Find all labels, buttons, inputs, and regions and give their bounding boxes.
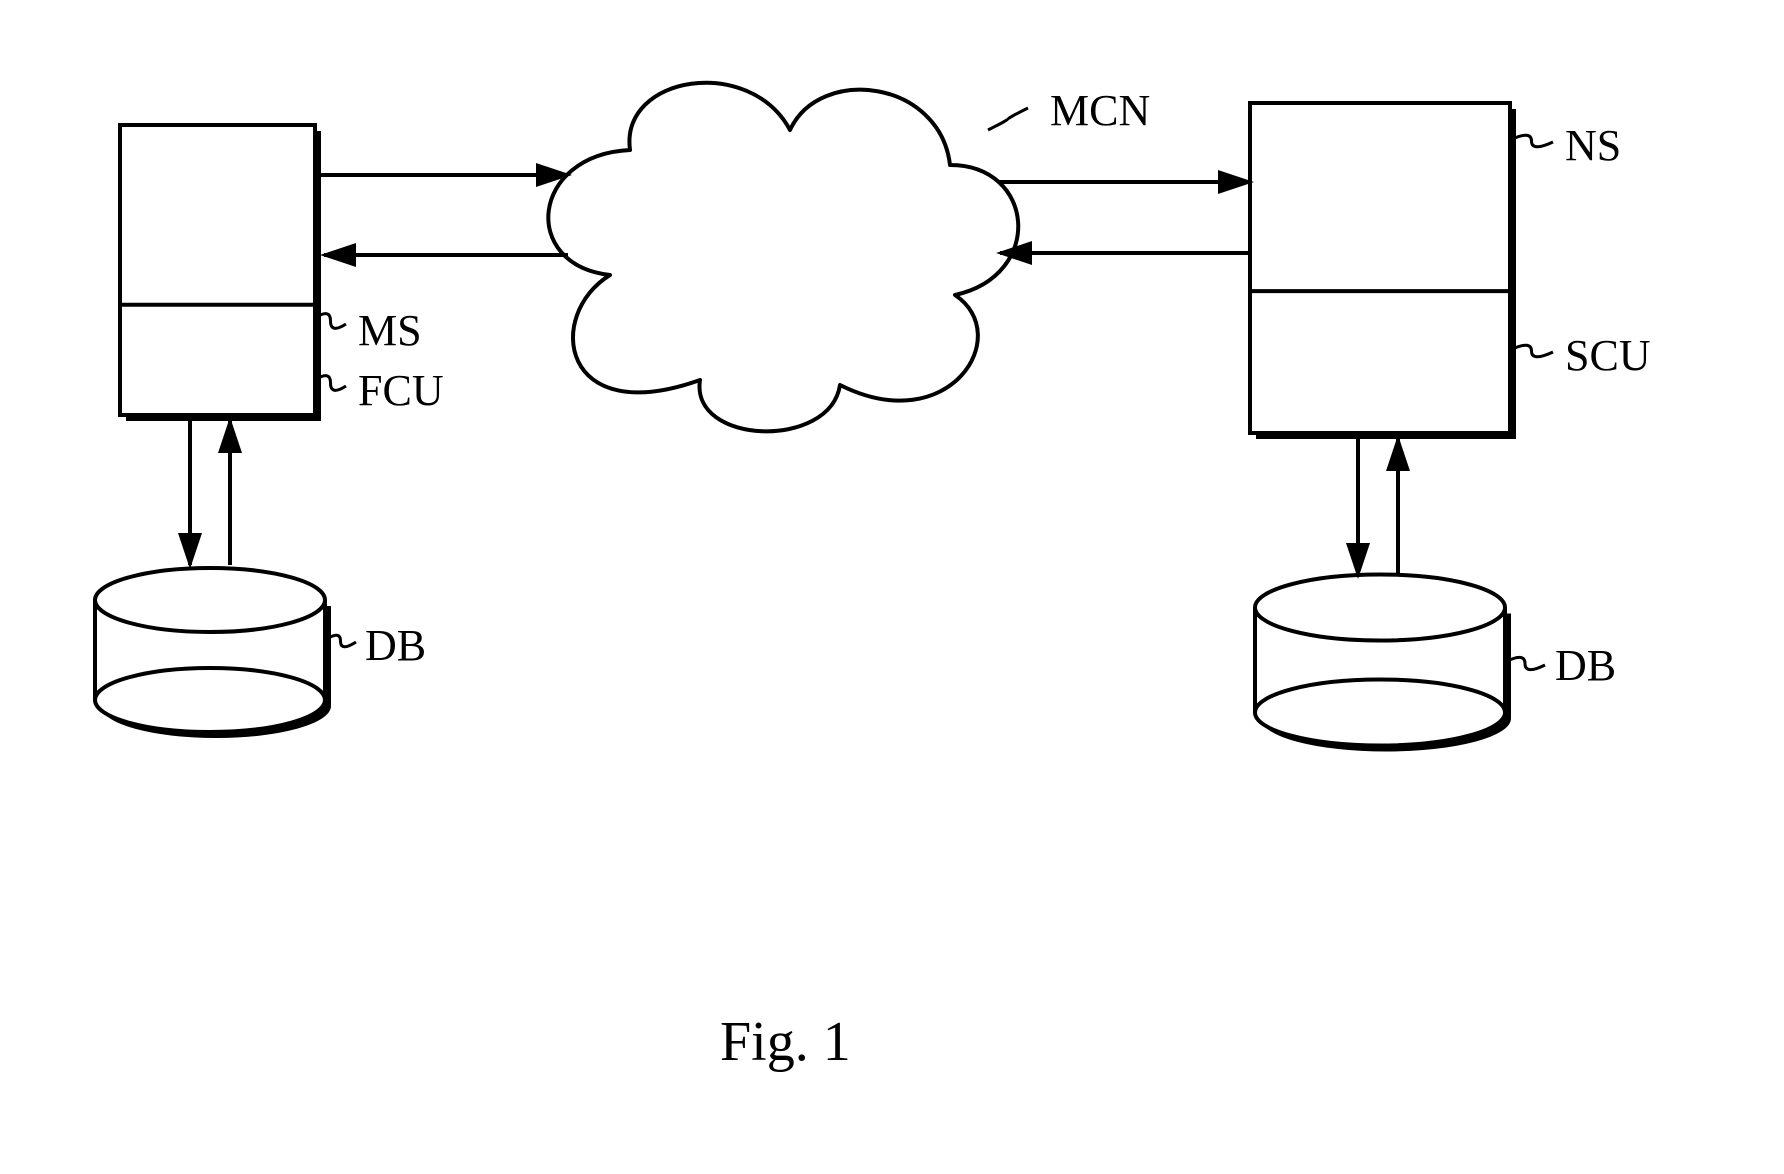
label-ns: NS — [1565, 120, 1621, 171]
label-db-left: DB — [365, 620, 426, 671]
diagram-canvas: MCN NS SCU MS FCU DB DB Fig. 1 — [0, 0, 1784, 1174]
label-scu: SCU — [1565, 330, 1651, 381]
label-ms: MS — [358, 305, 422, 356]
diagram-svg — [0, 0, 1784, 1174]
label-mcn: MCN — [1050, 85, 1150, 136]
label-db-right: DB — [1555, 640, 1616, 691]
figure-caption: Fig. 1 — [720, 1010, 851, 1074]
label-fcu: FCU — [358, 365, 444, 416]
